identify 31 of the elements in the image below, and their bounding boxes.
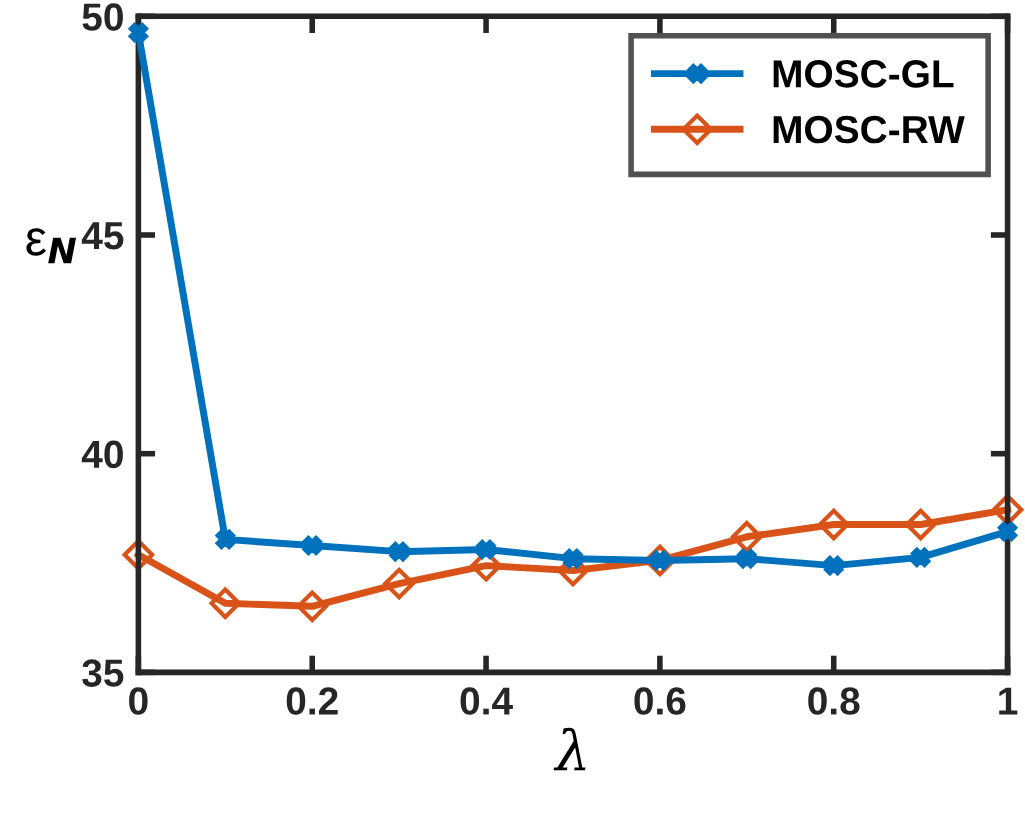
x-axis-title: λ (553, 727, 586, 771)
point (215, 529, 236, 550)
point (209, 587, 242, 620)
x-tick-label: 0.6 (634, 687, 686, 715)
y-tick-label: 50 (82, 3, 123, 31)
x-tick-label: 1 (999, 687, 1018, 715)
y-tick-label: 35 (82, 659, 124, 687)
x-tick-label: 0.8 (808, 687, 860, 715)
x-tick-label: 0.4 (460, 687, 513, 715)
legend-label: MOSC-RW (773, 115, 965, 144)
point (910, 547, 931, 568)
point (824, 555, 844, 576)
legend-label: MOSC-GL (773, 60, 954, 88)
y-tick-label: 45 (81, 222, 124, 250)
point (389, 541, 409, 562)
point (122, 538, 155, 571)
point (817, 508, 850, 541)
point (296, 590, 329, 623)
point (563, 548, 583, 569)
point (383, 567, 415, 600)
point (128, 22, 149, 43)
x-tick-label: 0.2 (286, 687, 338, 715)
point (904, 508, 937, 541)
y-tick-label: 40 (81, 440, 123, 469)
y-axis-title: ε$_{N}$ (26, 228, 77, 264)
x-tick-label: 0 (129, 687, 148, 715)
point (476, 539, 496, 560)
point (730, 520, 763, 553)
point (737, 548, 757, 569)
point (302, 535, 322, 556)
point (997, 521, 1018, 542)
